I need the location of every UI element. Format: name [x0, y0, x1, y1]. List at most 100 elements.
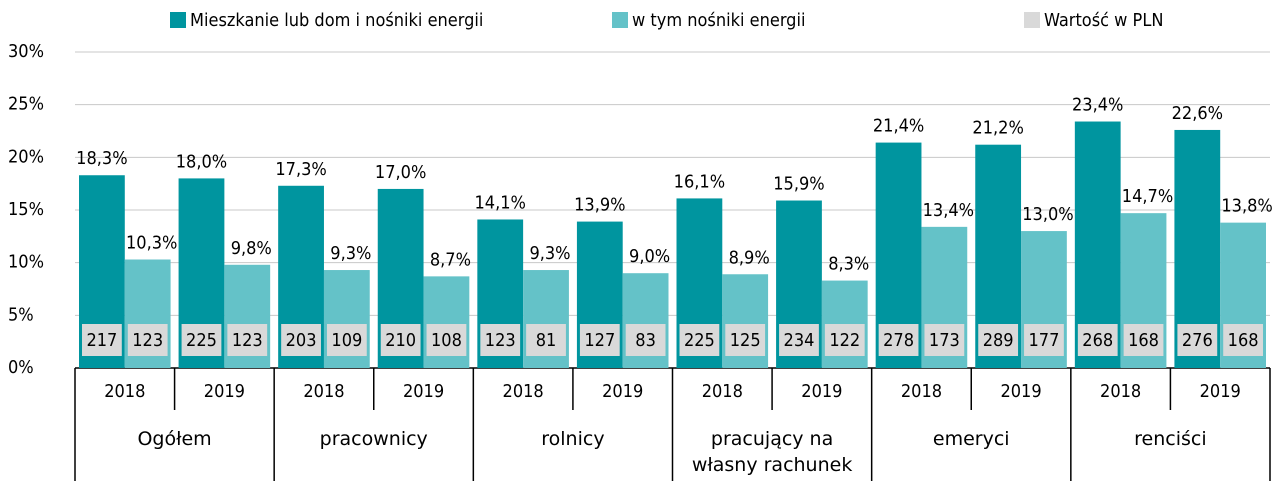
- pln-label: 278: [883, 330, 914, 351]
- data-label: 10,3%: [126, 233, 177, 254]
- y-tick-label: 20%: [8, 146, 44, 167]
- data-label: 18,0%: [176, 151, 227, 172]
- pln-box: [82, 324, 122, 356]
- pln-label: 123: [232, 330, 263, 351]
- pln-box: [127, 324, 168, 356]
- data-label: 21,4%: [873, 116, 924, 137]
- x-tick-label: 2018: [702, 381, 743, 402]
- pln-label: 109: [331, 330, 362, 351]
- data-label: 8,7%: [430, 249, 471, 270]
- data-label: 8,3%: [828, 254, 869, 275]
- pln-label: 108: [431, 330, 462, 351]
- y-tick-label: 0%: [8, 357, 34, 378]
- x-tick-label: 2019: [801, 381, 842, 402]
- pln-label: 289: [983, 330, 1014, 351]
- data-label: 15,9%: [773, 174, 824, 195]
- data-label: 14,1%: [475, 192, 526, 213]
- legend-swatch: [1024, 12, 1040, 28]
- pln-box: [380, 324, 421, 356]
- data-label: 22,6%: [1172, 103, 1223, 124]
- x-tick-label: 2019: [1200, 381, 1241, 402]
- data-label: 17,3%: [275, 159, 326, 180]
- data-label: 18,3%: [76, 148, 127, 169]
- y-tick-label: 5%: [8, 304, 34, 325]
- y-tick-label: 25%: [8, 94, 44, 115]
- legend-swatch: [170, 12, 186, 28]
- x-tick-label: 2018: [104, 381, 145, 402]
- group-label-box: rolnicy: [541, 428, 605, 450]
- group-label-box: renciści: [1134, 428, 1206, 450]
- pln-box: [326, 324, 367, 356]
- group-label-box: pracownicy: [319, 428, 428, 450]
- pln-label: 123: [485, 330, 516, 351]
- pln-box: [725, 324, 766, 356]
- pln-box: [181, 324, 222, 356]
- group-label-box: pracujący na własny rachunek: [691, 428, 853, 476]
- y-tick-label: 15%: [8, 199, 44, 220]
- pln-box: [679, 324, 720, 356]
- pln-box: [1077, 324, 1118, 356]
- pln-box: [480, 324, 521, 356]
- data-label: 8,9%: [729, 247, 770, 268]
- data-label: 14,7%: [1122, 186, 1173, 207]
- pln-label: 168: [1228, 330, 1259, 351]
- group-label: emeryci: [932, 428, 1010, 450]
- pln-label: 203: [286, 330, 317, 351]
- legend-label: Mieszkanie lub dom i nośniki energii: [190, 10, 483, 31]
- data-label: 13,9%: [574, 195, 625, 216]
- x-tick-label: 2019: [204, 381, 245, 402]
- data-label: 21,2%: [972, 118, 1023, 139]
- pln-label: 210: [385, 330, 416, 351]
- data-label: 9,3%: [529, 243, 570, 264]
- pln-box: [978, 324, 1019, 356]
- group-label: Ogółem: [137, 428, 212, 450]
- pln-box: [579, 324, 620, 356]
- group-label: pracujący na własny rachunek: [691, 428, 853, 476]
- pln-label: 123: [132, 330, 163, 351]
- pln-box: [1024, 324, 1064, 356]
- pln-label: 127: [584, 330, 615, 351]
- x-tick-label: 2019: [1000, 381, 1041, 402]
- x-tick-label: 2018: [503, 381, 544, 402]
- y-tick-label: 30%: [8, 41, 44, 62]
- legend-label: Wartość w PLN: [1044, 10, 1163, 31]
- pln-label: 225: [684, 330, 715, 351]
- data-label: 16,1%: [674, 171, 725, 192]
- pln-box: [824, 324, 865, 356]
- pln-label: 268: [1082, 330, 1113, 351]
- legend-label: w tym nośniki energii: [632, 10, 805, 31]
- data-label: 9,3%: [330, 243, 371, 264]
- pln-label: 173: [929, 330, 960, 351]
- pln-label: 276: [1182, 330, 1213, 351]
- group-label-box: emeryci: [932, 428, 1010, 450]
- x-tick-label: 2018: [303, 381, 344, 402]
- data-label: 9,8%: [231, 238, 272, 259]
- data-label: 17,0%: [375, 162, 426, 183]
- pln-label: 168: [1128, 330, 1159, 351]
- x-tick-label: 2019: [602, 381, 643, 402]
- pln-box: [878, 324, 919, 356]
- pln-box: [526, 324, 566, 356]
- x-tick-label: 2018: [1100, 381, 1141, 402]
- pln-box: [281, 324, 321, 356]
- legend-swatch: [612, 12, 628, 28]
- y-tick-label: 10%: [8, 252, 44, 273]
- pln-box: [1223, 324, 1263, 356]
- pln-box: [227, 324, 268, 356]
- data-label: 23,4%: [1072, 95, 1123, 116]
- pln-label: 125: [730, 330, 761, 351]
- group-label: rolnicy: [541, 428, 605, 450]
- x-tick-label: 2018: [901, 381, 942, 402]
- pln-box: [779, 324, 819, 356]
- pln-label: 225: [186, 330, 217, 351]
- data-label: 9,0%: [629, 246, 670, 267]
- pln-box: [625, 324, 666, 356]
- group-label-box: Ogółem: [137, 428, 212, 450]
- group-label: pracownicy: [319, 428, 428, 450]
- pln-label: 83: [635, 330, 656, 351]
- pln-box: [1123, 324, 1164, 356]
- pln-box: [1177, 324, 1218, 356]
- pln-label: 177: [1028, 330, 1059, 351]
- data-label: 13,8%: [1221, 196, 1272, 217]
